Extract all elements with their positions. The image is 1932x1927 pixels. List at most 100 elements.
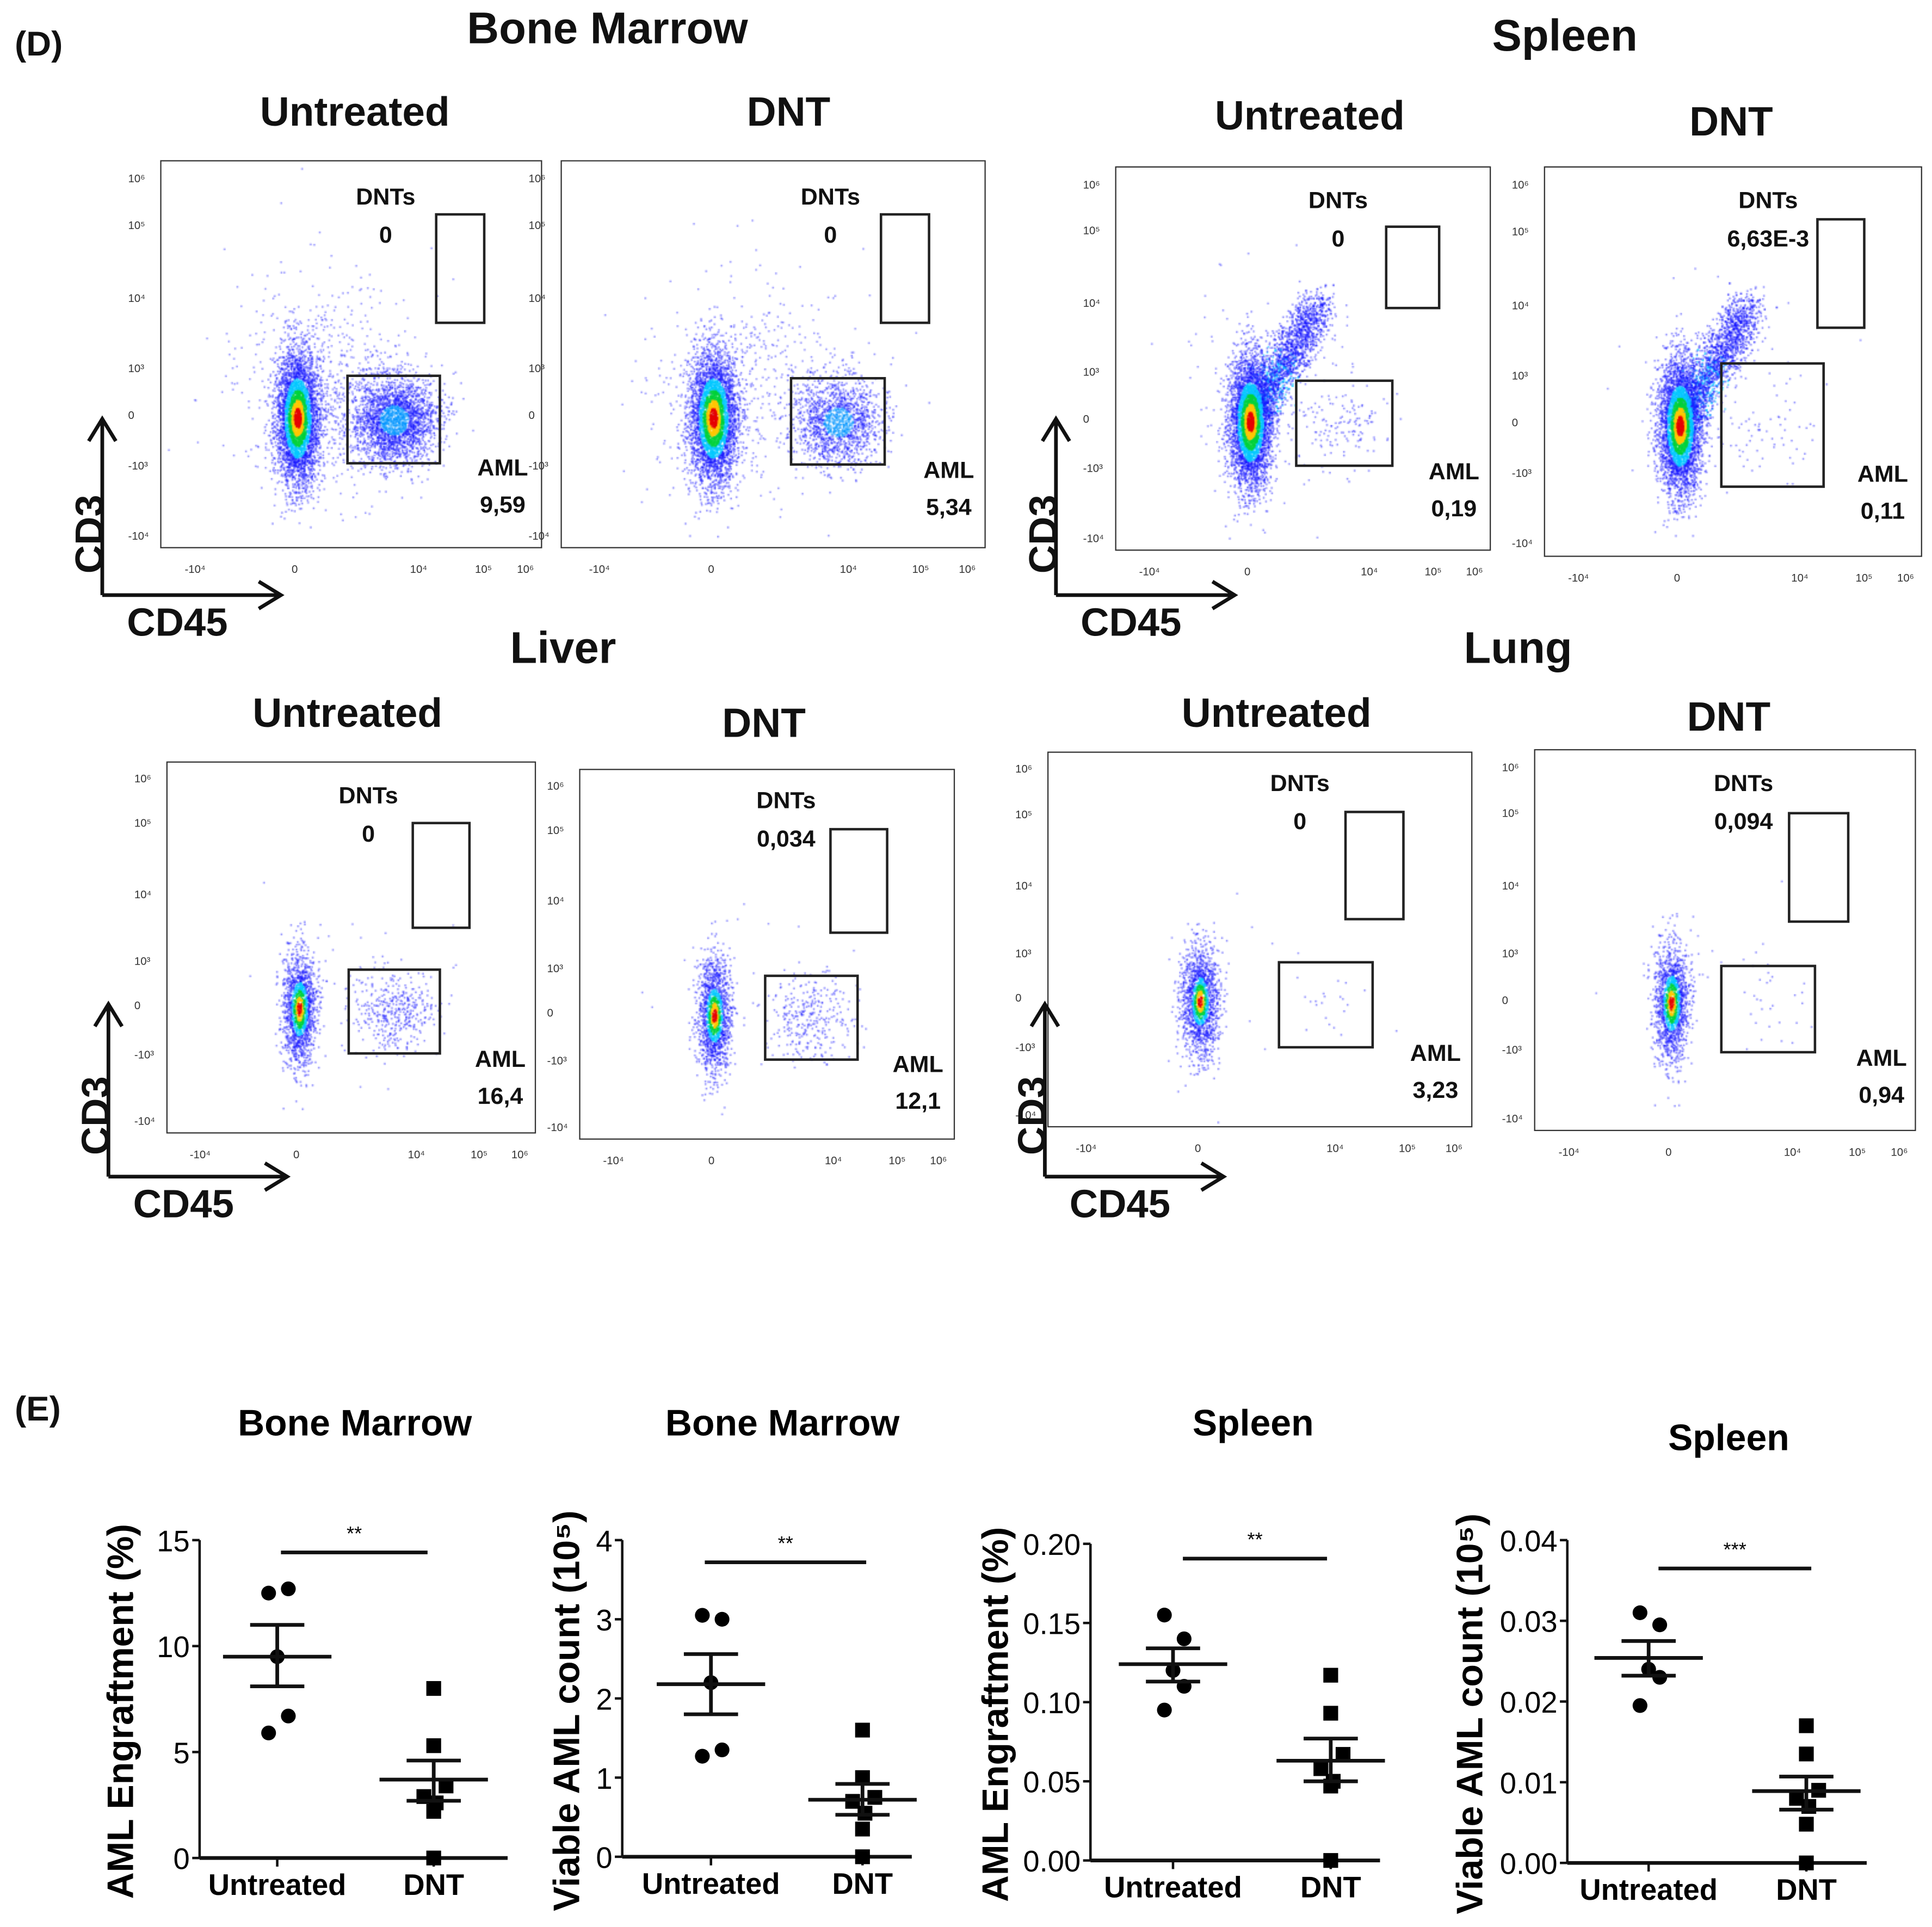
aml-gate [1295, 379, 1394, 467]
aml-gate-label: AML [1857, 462, 1909, 488]
x-tick-label: 10⁴ [408, 1148, 425, 1161]
y-tick-label: 0 [134, 999, 141, 1012]
y-tick-label: 10⁵ [128, 219, 145, 231]
y-tick-label: 0 [1083, 412, 1090, 425]
dnt-gate [1788, 812, 1850, 923]
aml-gate [346, 374, 441, 465]
y-tick-label: 10⁵ [547, 824, 564, 837]
y-tick-label: 2 [596, 1683, 612, 1716]
flow-plot [579, 769, 956, 1141]
x-tick-label: Untreated [208, 1868, 347, 1901]
data-point-circle [1652, 1617, 1668, 1633]
y-tick-label: 0 [547, 1006, 553, 1019]
data-point-square [855, 1821, 870, 1837]
data-point-circle [695, 1608, 710, 1623]
flow-plot [1115, 166, 1492, 552]
y-tick-label: 10⁵ [1083, 224, 1100, 237]
y-axis-label: AML Engraftment (%) [975, 1527, 1016, 1902]
dnt-gate-label: DNTs [1738, 188, 1798, 215]
x-tick-label: 10⁴ [1783, 1146, 1801, 1158]
y-tick-label: 10³ [528, 362, 545, 375]
data-point-square [426, 1850, 441, 1866]
y-tick-label: 10⁴ [547, 894, 564, 907]
y-tick-label: 10⁴ [1083, 297, 1101, 310]
x-tick-label: 10⁵ [1424, 565, 1442, 578]
cd45-axis-label: CD45 [1069, 1181, 1171, 1226]
chart-title: Spleen [1668, 1417, 1789, 1459]
x-tick-label: 10⁴ [1791, 571, 1808, 584]
aml-gate-label: AML [1428, 459, 1479, 486]
flow-plot [1544, 166, 1924, 558]
dnt-gate [1344, 811, 1405, 921]
y-tick-label: 0 [528, 409, 535, 422]
significance-label: ** [347, 1522, 362, 1545]
chart-title: Bone Marrow [238, 1402, 472, 1443]
x-tick-label: 10⁴ [1326, 1142, 1344, 1155]
y-tick-label: 10⁶ [1015, 763, 1033, 776]
x-tick-label: -10⁴ [1568, 571, 1589, 584]
aml-gate-value: 9,59 [480, 492, 526, 519]
cd3-arrow-icon [93, 1000, 124, 1177]
dnt-gate [829, 827, 888, 934]
y-tick-label: 10⁵ [1511, 225, 1529, 238]
x-tick-label: 10⁶ [517, 563, 534, 576]
flow-plot [560, 160, 987, 550]
y-tick-label: 10³ [134, 955, 151, 967]
y-tick-label: -10³ [1511, 467, 1532, 480]
data-point-square [1799, 1718, 1814, 1733]
x-tick-label: -10⁴ [589, 563, 610, 576]
significance-label: ** [1247, 1528, 1262, 1551]
x-tick-label: DNT [1776, 1873, 1837, 1906]
dnt-gate-label: DNTs [338, 783, 398, 810]
cd3-arrow-icon [1029, 1000, 1060, 1177]
cd45-arrow-icon [1045, 1161, 1227, 1192]
event-density-cloud [1116, 167, 1492, 552]
cd45-arrow-icon [108, 1161, 291, 1192]
data-point-square [1313, 1761, 1329, 1776]
x-tick-label: 0 [1194, 1142, 1201, 1155]
y-tick-label: 5 [174, 1737, 190, 1770]
condition-title: DNT [722, 700, 806, 746]
dnt-gate-label: DNTs [1713, 771, 1774, 798]
cd45-axis-label: CD45 [1081, 600, 1182, 645]
y-tick-label: 10³ [128, 362, 145, 375]
group-title-bone-marrow: Bone Marrow [467, 2, 748, 53]
aml-gate-label: AML [1410, 1041, 1461, 1067]
data-point-circle [281, 1581, 296, 1597]
x-tick-label: Untreated [1579, 1873, 1718, 1906]
aml-gate [789, 376, 886, 466]
y-tick-label: 0 [174, 1843, 190, 1876]
x-tick-label: -10⁴ [1076, 1142, 1097, 1155]
data-point-square [855, 1849, 870, 1864]
y-tick-label: -10³ [1083, 462, 1103, 475]
data-point-square [1323, 1706, 1338, 1721]
chart-title: Spleen [1193, 1402, 1314, 1443]
x-tick-label: 0 [293, 1148, 300, 1161]
y-tick-label: 0.10 [1023, 1687, 1081, 1720]
dnt-gate [879, 213, 930, 324]
y-tick-label: 1 [596, 1762, 612, 1795]
group-title-lung: Lung [1464, 622, 1572, 673]
condition-title: DNT [1689, 98, 1773, 144]
dnt-gate-value: 0 [362, 822, 375, 848]
x-tick-label: 0 [708, 563, 714, 576]
aml-gate [1277, 961, 1374, 1049]
dnt-gate [1385, 225, 1441, 310]
dnt-gate-value: 0 [1293, 809, 1307, 836]
y-tick-label: 0.01 [1500, 1767, 1558, 1800]
data-point-circle [1157, 1702, 1172, 1718]
data-point-circle [1176, 1631, 1192, 1646]
y-tick-label: 10⁶ [1083, 178, 1100, 191]
x-tick-label: -10⁴ [603, 1154, 624, 1167]
x-tick-label: -10⁴ [184, 563, 206, 576]
x-tick-label: 10⁶ [1897, 571, 1915, 584]
y-tick-label: -10⁴ [1502, 1112, 1523, 1125]
dnt-gate-value: 6,63E-3 [1727, 226, 1810, 253]
dnt-gate-label: DNTs [1270, 771, 1330, 798]
y-tick-label: 10⁵ [134, 817, 151, 830]
data-point-circle [1157, 1608, 1172, 1623]
x-tick-label: 0 [708, 1154, 715, 1167]
y-tick-label: 3 [596, 1604, 612, 1637]
